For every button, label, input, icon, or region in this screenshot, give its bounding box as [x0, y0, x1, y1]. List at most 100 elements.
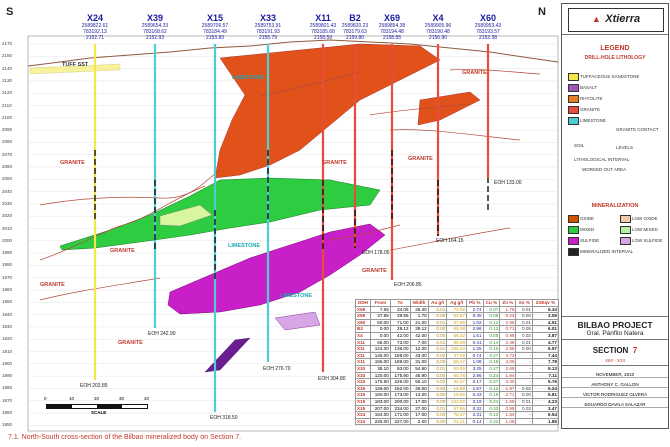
- assay-cell: 227.00: [389, 417, 411, 426]
- drill-hole-coord: 783184.49: [203, 29, 227, 35]
- legend-swatch: [568, 215, 579, 223]
- assay-cell: X11: [355, 358, 371, 366]
- oxide-body: [214, 43, 441, 179]
- low-mixed-lens: [159, 204, 213, 227]
- table-row: X15 183.00 200.00 17.00 0.00 144.02 3.19 0.24 1.…: [355, 397, 560, 406]
- elevation-label: 2050: [2, 176, 13, 182]
- assay-cell: 4.23: [531, 397, 560, 406]
- sulfide-tail: [204, 337, 251, 373]
- assay-cell: 175.90: [389, 371, 411, 380]
- legend-label: RHYOLITE: [580, 95, 603, 101]
- scale-tick-20: 20: [94, 396, 100, 401]
- granite-label-4: GRANITE: [118, 340, 143, 346]
- eoh-x33: EOH 276.70: [263, 366, 291, 372]
- author-1: ANTHONY C. GALLON: [562, 382, 668, 388]
- assay-cell: 7.00: [409, 338, 429, 347]
- assay-cell: 0.96: [499, 331, 517, 340]
- drill-hole-coord: 2589820.23: [341, 23, 369, 29]
- assay-cell: 0.05: [482, 331, 501, 340]
- legend-label: LOW MIXED: [632, 226, 658, 232]
- elevation-label: 2070: [2, 151, 13, 157]
- assay-cell: 0.41: [466, 338, 484, 347]
- legend-box: LEGEND DRILL-HOLE LITHOLOGY TUFFACEOUS S…: [562, 34, 668, 256]
- drill-hole-coord: 2589905.96: [424, 23, 452, 29]
- assay-cell: 1.97: [499, 384, 517, 393]
- elevation-label: 1930: [2, 323, 13, 329]
- assay-cell: 50.78: [446, 371, 468, 380]
- assay-cell: 1.85: [531, 417, 560, 426]
- section-frame: [27, 35, 559, 432]
- eoh-x39: EOH 242.90: [148, 331, 176, 337]
- logo-icon: ▲: [591, 14, 601, 24]
- assay-cell: 0.01: [515, 305, 533, 314]
- assay-cell: 0.00: [427, 411, 448, 419]
- assay-cell: 37.09: [446, 351, 468, 360]
- assay-cell: 3.19: [466, 397, 484, 406]
- assay-cell: 0.02: [515, 384, 533, 393]
- assay-cell: 0.01: [427, 318, 448, 327]
- assay-cell: 1.54: [499, 411, 517, 419]
- scale-tick-10: 10: [69, 396, 75, 401]
- assay-header-cell: Ag g/t: [446, 299, 468, 307]
- assay-cell: 0.43: [466, 391, 484, 399]
- drill-hole-coord: 783191.93: [256, 29, 280, 35]
- legend-label: SULFIDE: [580, 237, 600, 243]
- assay-cell: 0.22: [482, 417, 501, 426]
- assay-cell: 2.85: [499, 318, 517, 327]
- elevation-label: 2030: [2, 200, 13, 206]
- assay-cell: 1.25: [466, 345, 484, 353]
- assay-cell: 0.00: [515, 391, 533, 399]
- assay-cell: 226.00: [389, 378, 411, 386]
- assay-cell: 188.00: [389, 351, 411, 360]
- assay-cell: 0.27: [482, 364, 501, 373]
- drill-hole-coord: 783185.68: [311, 29, 335, 35]
- granite-label-3: GRANITE: [40, 282, 65, 288]
- legend-swatch: [568, 237, 579, 245]
- assay-cell: 0.00: [515, 312, 533, 320]
- assay-cell: X15: [355, 397, 371, 406]
- limestone-label-3: LIMESTONE: [280, 293, 312, 299]
- assay-cell: 5.24: [531, 384, 560, 393]
- granite-label-1: GRANITE: [60, 160, 85, 166]
- legend-label: GRANITE: [580, 106, 601, 112]
- drill-hole-coord: 2589854.38: [378, 23, 406, 29]
- assay-cell: 0.00: [427, 312, 448, 320]
- assay-cell: 0.01: [427, 364, 448, 373]
- assay-cell: 39.55: [389, 312, 411, 320]
- assay-cell: 2.85: [499, 345, 517, 353]
- table-row: X24 225.00 227.00 2.00 0.00 24.21 0.14 0.22 1.09…: [355, 417, 560, 426]
- drill-hole-id-x33: X33: [259, 13, 276, 23]
- assay-cell: 0.05: [515, 325, 533, 333]
- elevation-label: 2000: [2, 237, 13, 243]
- section-number: 7: [632, 346, 638, 355]
- elevation-label: 1870: [2, 397, 13, 403]
- eoh-x69: EOH 206.85: [394, 282, 422, 288]
- north-label: N: [538, 6, 546, 18]
- legend-label: OXIDE: [580, 215, 595, 221]
- assay-cell: 207.00: [370, 404, 391, 413]
- elevation-label: 1940: [2, 311, 13, 317]
- assay-cell: 0.71: [499, 325, 517, 333]
- assay-cell: 78.47: [446, 411, 468, 419]
- logo: ▲ Xtierra: [568, 8, 664, 32]
- assay-cell: 0.01: [427, 345, 448, 353]
- project-date: NOVEMBER, 2010: [562, 372, 668, 378]
- assay-cell: X24: [355, 417, 371, 426]
- elevation-label: 1950: [2, 299, 13, 305]
- assay-cell: 37.58: [446, 318, 468, 327]
- table-row: X69 7.65 34.05 26.40 0.01 70.06 2.74 0.07 1.79 0.…: [355, 305, 560, 314]
- assay-cell: 38.10: [370, 364, 391, 373]
- table-row: X24 154.00 171.00 17.00 0.00 78.47 2.31 0.12 1.5…: [355, 411, 560, 419]
- assay-cell: 1.61: [466, 331, 484, 340]
- assay-cell: 42.00: [409, 331, 429, 340]
- assay-cell: X33: [355, 371, 371, 380]
- granite-label-2: GRANITE: [110, 248, 135, 254]
- assay-cell: 0.00: [515, 345, 533, 353]
- assay-cell: -: [515, 378, 533, 386]
- assay-cell: X4: [355, 331, 371, 340]
- eoh-x15: EOH 318.50: [210, 415, 238, 421]
- drill-hole-coord: 2156.90: [428, 35, 448, 41]
- legend-swatch: [568, 73, 579, 81]
- assay-cell: 136.00: [389, 345, 411, 353]
- drill-hole-id-x11: X11: [315, 13, 331, 23]
